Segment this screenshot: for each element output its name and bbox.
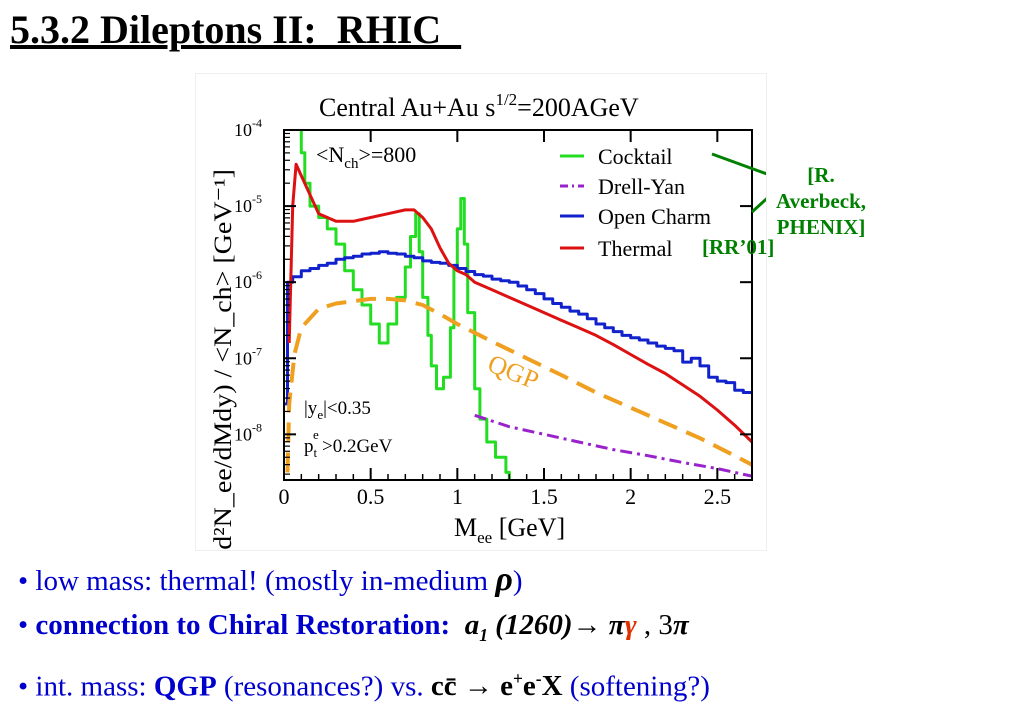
x-axis-label: Mee [GeV] — [454, 513, 565, 547]
bullet-marker: • — [18, 609, 36, 641]
bullet-int-mass-end: (softening?) — [562, 670, 710, 703]
y-axis-label: (d²N_ee/dMdy) / <N_ch> [GeV⁻¹] — [210, 169, 237, 550]
cut-pt-end: >0.2GeV — [322, 436, 393, 457]
chart-panel: 0 0.5 1 1.5 2 2.5 10-4 10-5 10-6 10-7 10-8 Central… — [196, 74, 866, 550]
y-tick-label: 10-7 — [234, 344, 262, 368]
a1-mass: (1260) — [495, 609, 573, 641]
slide-title: 5.3.2 Dileptons II: RHIC — [10, 7, 462, 52]
bullet-list: • low mass: thermal! (mostly in-medium ρ… — [18, 558, 1018, 708]
y-tick-label: 10-5 — [234, 192, 262, 216]
dilepton-spectrum-chart: 0 0.5 1 1.5 2 2.5 10-4 10-5 10-6 10-7 10-8 Central… — [210, 90, 766, 550]
y-tick-label: 10-8 — [234, 420, 262, 444]
annotation-rr01: [RR’01] — [702, 235, 775, 259]
chart-title-main: Central Au+Au s — [319, 93, 495, 122]
charm-decay-x: X — [541, 670, 563, 703]
y-tick-label: 10-4 — [234, 116, 262, 140]
chart-title: Central Au+Au s1/2=200AGeV — [319, 90, 639, 122]
pi-symbol: π — [608, 609, 625, 641]
chart-title-sup: 1/2 — [495, 90, 517, 109]
a1-subscript: 1 — [479, 624, 488, 645]
pi-symbol-2: π — [672, 609, 689, 641]
qgp-curve-label: QGP — [484, 349, 543, 395]
charm-decay: cc̄ → e+e-X — [430, 668, 563, 703]
nch-label-sub: ch — [344, 156, 359, 172]
bullet-low-mass-close: ) — [512, 565, 523, 597]
nch-label-value: >=800 — [358, 142, 416, 167]
annotation-pointer-cocktail — [711, 152, 766, 176]
qgp-bold: QGP — [153, 670, 217, 703]
y-tick-label: 10-6 — [234, 268, 262, 292]
cut-rapidity: |ye|<0.35 — [304, 398, 371, 422]
cut-rapidity-main: |y — [304, 398, 318, 419]
x-tick-label: 1 — [452, 484, 463, 509]
legend-label-open-charm: Open Charm — [598, 204, 711, 229]
gamma-symbol: γ — [624, 609, 637, 641]
annotation-averbeck: [R. Averbeck, PHENIX] — [776, 162, 866, 240]
positron-charge: + — [512, 668, 523, 689]
cut-pt-main: p — [304, 436, 314, 457]
three-pi-prefix: , 3 — [643, 609, 673, 641]
annotation-averbeck-line2: PHENIX] — [776, 215, 866, 239]
a1-symbol: a — [464, 609, 480, 641]
annotation-averbeck-line1: [R. Averbeck, — [776, 163, 866, 213]
x-axis-label-sub: ee — [477, 528, 492, 547]
series-cocktail-line — [299, 130, 511, 480]
bullet-chiral: • connection to Chiral Restoration: a1 (… — [18, 603, 1018, 657]
bullet-low-mass-text: low mass: thermal! (mostly in-medium — [35, 565, 496, 597]
bullet-marker: • — [18, 670, 36, 703]
x-tick-label: 1.5 — [530, 484, 558, 509]
legend-label-cocktail: Cocktail — [598, 144, 673, 169]
x-tick-label: 0.5 — [357, 484, 385, 509]
cut-pt: pte>0.2GeV — [304, 427, 393, 460]
electron-charge: - — [535, 668, 542, 689]
bullet-chiral-bold: connection to Chiral Restoration: — [35, 609, 451, 641]
charm-decay-cc: cc̄ → e — [430, 670, 513, 703]
x-tick-label: 0 — [279, 484, 290, 509]
x-axis-label-main: M — [454, 513, 477, 542]
cut-pt-sub: t — [314, 445, 318, 460]
x-tick-label: 2 — [625, 484, 636, 509]
legend-label-thermal: Thermal — [598, 236, 673, 261]
bullet-marker: • — [18, 565, 36, 597]
rho-symbol: ρ — [495, 561, 513, 598]
bullet-int-mass-text: int. mass: — [35, 670, 154, 703]
series-thermal-line — [287, 162, 752, 444]
tick-layer: 0 0.5 1 1.5 2 2.5 10-4 10-5 10-6 10-7 10-8 — [234, 116, 752, 509]
series-layer — [284, 130, 752, 480]
arrow-symbol: → — [572, 609, 602, 641]
chart-title-end: =200AGeV — [517, 93, 639, 122]
cut-rapidity-end: |<0.35 — [323, 398, 371, 419]
legend-label-drell-yan: Drell-Yan — [598, 174, 685, 199]
cut-pt-sup: e — [313, 427, 319, 442]
series-drell_yan-line — [474, 413, 752, 478]
bullet-int-mass: • int. mass: QGP (resonances?) vs. cc̄ →… — [18, 657, 1018, 708]
electron-e: e — [522, 670, 536, 703]
bullet-int-mass-mid: (resonances?) vs. — [216, 670, 431, 703]
cut-rapidity-sub: e — [317, 407, 323, 422]
series-open_charm-line — [284, 250, 752, 406]
nch-label: <Nch>=800 — [316, 142, 416, 172]
nch-label-main: <N — [316, 142, 344, 167]
legend: Cocktail Drell-Yan Open Charm Thermal — [560, 144, 711, 261]
x-tick-label: 2.5 — [704, 484, 732, 509]
bullet-low-mass: • low mass: thermal! (mostly in-medium ρ… — [18, 558, 1018, 603]
annotation-pointer-open-charm — [750, 197, 766, 214]
x-axis-label-unit: [GeV] — [492, 513, 565, 542]
y-axis-label-text: (d²N_ee/dMdy) / <N_ch> [GeV⁻¹] — [210, 169, 237, 550]
series-qgp-line — [285, 296, 752, 473]
